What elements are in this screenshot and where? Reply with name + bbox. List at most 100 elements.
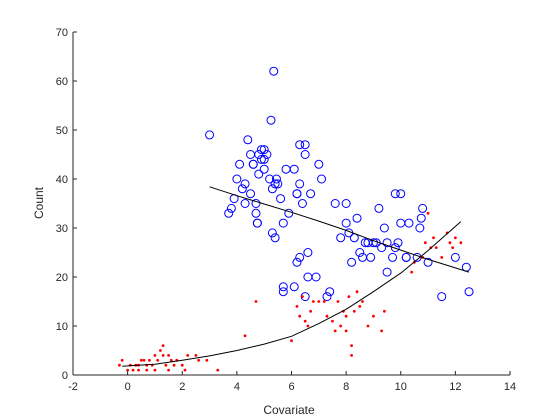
data-point-blue	[251, 199, 261, 208]
x-tick-label: 2	[179, 381, 185, 393]
data-point-red	[434, 246, 438, 250]
data-point-red	[440, 256, 444, 259]
data-point-red	[459, 241, 463, 245]
data-point-red	[167, 368, 170, 372]
data-point-red	[167, 354, 170, 357]
data-point-red	[183, 368, 187, 372]
data-point-blue	[265, 174, 275, 184]
data-point-blue	[289, 282, 299, 292]
data-point-blue	[271, 174, 281, 184]
y-tick-label: 0	[62, 370, 68, 382]
data-point-blue	[330, 199, 340, 208]
data-point-red	[382, 309, 386, 313]
data-point-blue	[437, 292, 447, 302]
fit-curve-red	[122, 221, 462, 367]
data-point-blue	[382, 267, 392, 277]
data-point-blue	[379, 223, 389, 233]
data-point-blue	[390, 243, 400, 253]
data-point-red	[139, 358, 143, 362]
data-point-blue	[388, 252, 398, 262]
data-point-red	[336, 300, 340, 303]
y-tick-label: 20	[56, 272, 68, 284]
data-point-blue	[252, 218, 262, 228]
data-point-blue	[314, 159, 324, 169]
data-point-red	[453, 236, 457, 240]
y-tick-label: 10	[56, 321, 68, 333]
data-point-red	[169, 358, 173, 362]
data-point-blue	[240, 199, 250, 208]
data-point-red	[303, 319, 307, 323]
data-point-red	[331, 319, 334, 323]
data-point-red	[350, 344, 353, 347]
data-point-red	[380, 329, 384, 333]
data-point-red	[137, 368, 140, 372]
data-point-blue	[284, 208, 294, 218]
data-point-blue	[341, 199, 351, 208]
data-point-red	[339, 324, 343, 328]
data-point-blue	[401, 252, 411, 262]
data-point-blue	[259, 164, 269, 174]
data-point-blue	[267, 184, 277, 194]
data-point-blue	[254, 169, 264, 179]
data-point-red	[352, 309, 356, 313]
data-point-red	[161, 354, 165, 357]
data-point-blue	[295, 179, 305, 189]
data-point-red	[156, 358, 160, 362]
data-point-red	[410, 270, 414, 274]
data-point-red	[432, 236, 435, 240]
data-point-blue	[297, 199, 307, 208]
y-tick-label: 70	[56, 27, 68, 39]
data-point-blue	[256, 154, 266, 164]
data-point-blue	[347, 257, 357, 267]
data-point-blue	[267, 228, 277, 238]
data-point-red	[344, 314, 348, 318]
x-tick-label: 0	[125, 381, 131, 393]
x-axis-label: Covariate	[263, 403, 315, 417]
data-point-red	[426, 211, 430, 215]
data-point-blue	[300, 150, 310, 159]
data-point-red	[186, 354, 190, 357]
data-point-red	[423, 241, 427, 245]
data-point-blue	[269, 66, 279, 76]
data-point-red	[358, 305, 362, 308]
data-point-blue	[390, 189, 400, 199]
x-tick-label: 4	[234, 381, 240, 393]
data-point-blue	[450, 252, 460, 262]
data-point-red	[350, 354, 353, 357]
data-point-red	[301, 295, 304, 298]
data-point-blue	[404, 218, 414, 228]
data-point-blue	[382, 238, 392, 248]
data-point-blue	[251, 208, 261, 218]
data-point-blue	[464, 287, 474, 297]
data-point-red	[161, 344, 165, 347]
data-point-blue	[341, 218, 351, 228]
data-point-blue	[368, 238, 378, 248]
data-point-blue	[235, 159, 245, 169]
data-point-blue	[300, 140, 310, 150]
data-point-red	[197, 358, 201, 362]
y-tick-label: 40	[56, 174, 68, 186]
data-point-blue	[248, 159, 258, 169]
data-point-red	[333, 329, 337, 333]
data-point-blue	[423, 257, 433, 267]
data-point-red	[366, 324, 370, 328]
data-point-blue	[262, 150, 272, 159]
y-axis-label: Count	[32, 186, 46, 219]
data-point-blue	[278, 218, 288, 228]
data-point-red	[148, 358, 151, 362]
data-point-blue	[366, 252, 376, 262]
data-point-red	[344, 329, 348, 333]
data-point-red	[317, 300, 321, 303]
data-point-blue	[311, 272, 321, 282]
data-point-blue	[355, 248, 365, 257]
data-point-blue	[266, 115, 276, 125]
data-point-blue	[205, 130, 215, 140]
x-tick-label: -2	[68, 381, 78, 393]
data-point-red	[120, 358, 124, 362]
data-point-red	[145, 368, 149, 372]
data-point-red	[216, 368, 220, 372]
data-point-red	[159, 349, 162, 352]
x-tick-label: 10	[395, 381, 407, 393]
